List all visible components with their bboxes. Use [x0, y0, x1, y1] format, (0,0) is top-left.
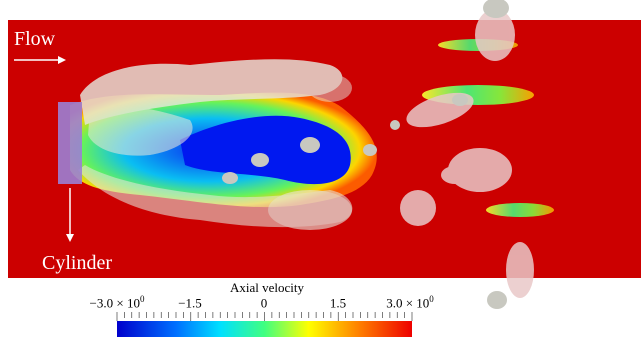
cylinder-arrow-head	[66, 234, 74, 242]
colorbar-tick-label: −3.0 × 100	[89, 294, 145, 311]
vortex-blobs	[222, 0, 509, 309]
colorbar-tick-label: 0	[260, 295, 268, 311]
colorbar-title: Axial velocity	[229, 280, 304, 295]
cylinder	[58, 102, 82, 184]
colorbar-tick-label: 1.5	[329, 295, 347, 311]
colorbar-tick-label: 3.0 × 100	[386, 294, 434, 311]
flow-arrow-head	[58, 56, 66, 64]
flow-label: Flow	[14, 28, 56, 50]
isosurface	[78, 59, 353, 230]
wake-streak	[486, 203, 554, 217]
colorbar-minor-ticks	[116, 312, 413, 321]
negative-velocity-core	[180, 115, 351, 185]
cylinder-label: Cylinder	[42, 252, 112, 274]
colorbar	[117, 321, 412, 337]
colorbar-tick-label: −1.5	[178, 295, 202, 311]
isosurface-fragments	[400, 9, 534, 298]
